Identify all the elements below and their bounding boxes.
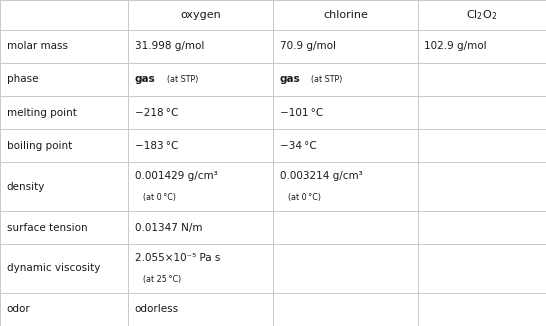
Text: −218 °C: −218 °C [135, 108, 178, 117]
Text: (at STP): (at STP) [167, 75, 198, 84]
Text: 2.055×10⁻⁵ Pa s: 2.055×10⁻⁵ Pa s [135, 253, 220, 263]
Text: odor: odor [7, 304, 30, 314]
Text: boiling point: boiling point [7, 141, 72, 151]
Text: 0.01347 N/m: 0.01347 N/m [135, 223, 203, 232]
Text: −34 °C: −34 °C [280, 141, 316, 151]
Text: (at 0 °C): (at 0 °C) [143, 193, 176, 202]
Text: 0.001429 g/cm³: 0.001429 g/cm³ [135, 171, 218, 181]
Text: 0.003214 g/cm³: 0.003214 g/cm³ [280, 171, 363, 181]
Text: −101 °C: −101 °C [280, 108, 323, 117]
Text: (at 25 °C): (at 25 °C) [143, 275, 181, 284]
Text: 31.998 g/mol: 31.998 g/mol [135, 41, 204, 51]
Text: gas: gas [280, 74, 300, 84]
Text: 102.9 g/mol: 102.9 g/mol [424, 41, 487, 51]
Text: chlorine: chlorine [323, 10, 368, 20]
Text: dynamic viscosity: dynamic viscosity [7, 263, 100, 274]
Text: gas: gas [135, 74, 156, 84]
Text: oxygen: oxygen [180, 10, 221, 20]
Text: density: density [7, 182, 45, 192]
Text: melting point: melting point [7, 108, 76, 117]
Text: odorless: odorless [135, 304, 179, 314]
Text: Cl$_2$O$_2$: Cl$_2$O$_2$ [466, 8, 497, 22]
Text: 70.9 g/mol: 70.9 g/mol [280, 41, 336, 51]
Text: (at 0 °C): (at 0 °C) [288, 193, 321, 202]
Text: molar mass: molar mass [7, 41, 68, 51]
Text: −183 °C: −183 °C [135, 141, 178, 151]
Text: surface tension: surface tension [7, 223, 87, 232]
Text: phase: phase [7, 74, 38, 84]
Text: (at STP): (at STP) [311, 75, 342, 84]
